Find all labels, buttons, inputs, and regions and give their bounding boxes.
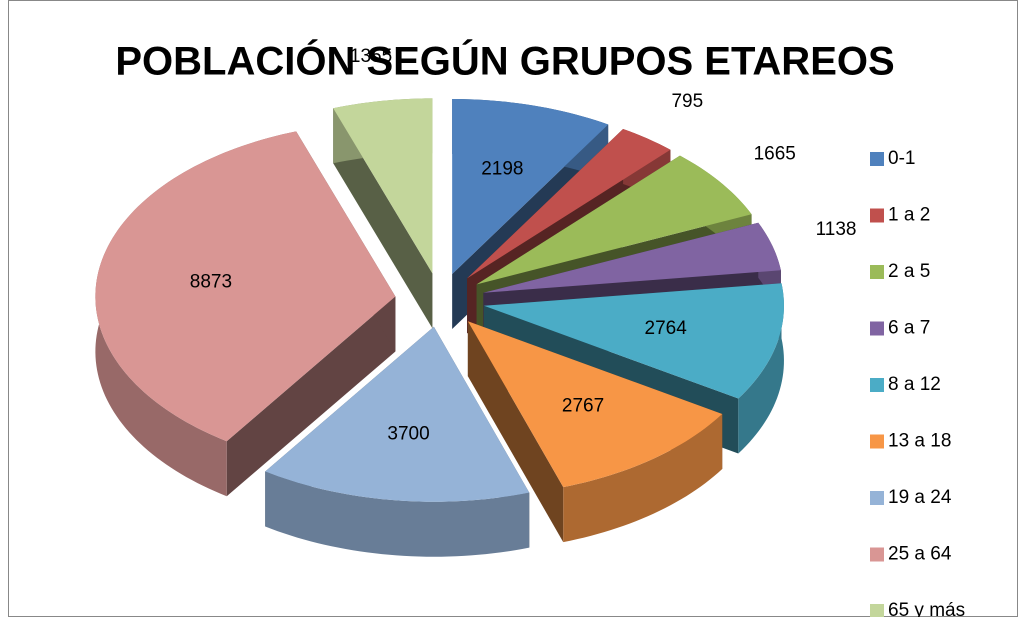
legend-label: 65 y más <box>888 600 965 617</box>
slice-group <box>265 326 530 557</box>
legend-swatch <box>870 321 884 336</box>
data-label: 2198 <box>481 159 523 180</box>
chart-title: POBLACIÓN SEGÚN GRUPOS ETAREOS <box>115 38 894 84</box>
data-label: 8873 <box>190 271 232 292</box>
legend-label: 25 a 64 <box>888 544 952 565</box>
data-label: 3700 <box>387 423 429 444</box>
slice-side <box>738 283 784 454</box>
legend-label: 2 a 5 <box>888 261 930 282</box>
data-label: 795 <box>671 91 703 112</box>
slice-side <box>265 471 530 557</box>
legend-label: 13 a 18 <box>888 431 951 452</box>
slice <box>467 321 723 488</box>
slice <box>265 326 530 502</box>
legend-swatch <box>870 378 884 392</box>
slice-side <box>226 296 396 497</box>
legend-swatch <box>870 434 884 449</box>
legend-swatch <box>870 604 884 617</box>
legend-label: 6 a 7 <box>888 318 930 339</box>
legend-label: 19 a 24 <box>888 487 952 508</box>
data-label: 1665 <box>754 143 796 164</box>
slice-side <box>333 108 433 329</box>
data-label: 2767 <box>562 395 604 416</box>
slice-group <box>467 321 723 543</box>
legend-swatch <box>870 547 884 562</box>
slice-group <box>95 131 396 497</box>
slice <box>333 98 433 274</box>
slice <box>476 155 752 285</box>
data-label: 2764 <box>645 318 688 339</box>
legend-swatch <box>870 152 884 166</box>
slice <box>483 222 781 293</box>
legend-swatch <box>870 265 884 279</box>
data-label: 1355 <box>350 46 392 67</box>
slice-group <box>333 98 433 329</box>
legend-label: 1 a 2 <box>888 205 930 226</box>
slice <box>467 128 671 279</box>
slice-side <box>563 413 723 543</box>
legend-label: 8 a 12 <box>888 374 941 395</box>
legend-swatch <box>870 491 884 505</box>
slice <box>95 131 396 442</box>
data-label: 1138 <box>816 219 857 240</box>
slice-side <box>467 321 564 543</box>
legend-label: 0-1 <box>888 148 915 169</box>
legend-swatch <box>870 208 884 223</box>
slice <box>452 99 609 275</box>
slice <box>483 283 784 399</box>
